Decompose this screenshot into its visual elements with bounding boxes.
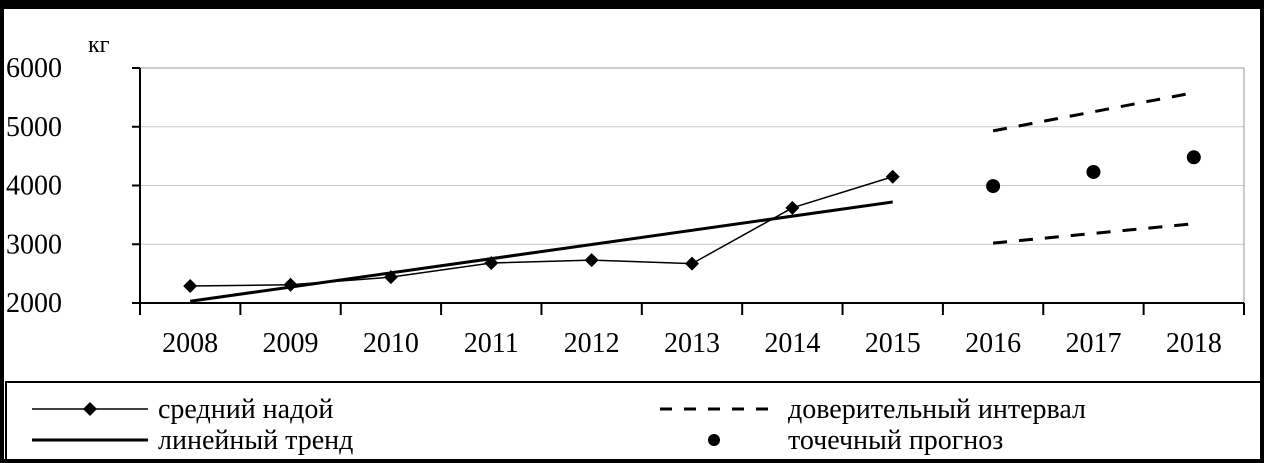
- y-axis-unit-label: кг: [88, 32, 110, 58]
- x-tick-label-2014: 2014: [764, 328, 820, 359]
- data-point-average-yield-2014: [785, 200, 800, 215]
- x-tick-label-2010: 2010: [363, 328, 419, 359]
- y-tick-label-6000: 6000: [6, 53, 62, 84]
- legend-marker-forecast: [708, 434, 720, 446]
- grid: [140, 67, 1244, 245]
- forecast-point-2018: [1186, 150, 1201, 165]
- x-tick-label-2018: 2018: [1166, 328, 1222, 359]
- confidence-interval-upper: [992, 91, 1195, 133]
- y-tick-label-5000: 5000: [6, 112, 62, 143]
- data-point-average-yield-2009: [283, 277, 298, 292]
- x-tick-label-2015: 2015: [865, 328, 921, 359]
- data-point-average-yield-2013: [685, 256, 699, 271]
- series-line-linear-trend: [189, 200, 893, 303]
- y-tick-label-4000: 4000: [6, 171, 62, 202]
- data-point-average-yield-2008: [183, 278, 198, 293]
- tick-labels: 2000 3000 4000 5000 6000 2008 2009 2010 2011 2012…: [6, 53, 1222, 359]
- legend-label-3: точечный прогноз: [788, 425, 1003, 456]
- forecast-point-2017: [1086, 164, 1101, 179]
- confidence-interval-lower: [992, 222, 1194, 245]
- legend-label-0: средний надой: [158, 394, 333, 425]
- legend-box: [5, 381, 1263, 461]
- x-tick-label-2017: 2017: [1065, 328, 1121, 359]
- x-tick-label-2012: 2012: [564, 328, 620, 359]
- y-tick-label-2000: 2000: [6, 288, 62, 319]
- x-tick-label-2011: 2011: [464, 328, 519, 359]
- x-tick-label-2016: 2016: [965, 328, 1021, 359]
- x-tick-label-2009: 2009: [263, 328, 319, 359]
- data-point-average-yield-2012: [584, 253, 599, 268]
- axes: [132, 67, 1245, 315]
- series-marks: [183, 91, 1201, 303]
- legend-label-1: линейный тренд: [158, 425, 353, 456]
- series-line-average-yield: [190, 175, 893, 287]
- legend-marker-average-yield: [83, 402, 97, 416]
- legend-label-2: доверительный интервал: [788, 394, 1086, 425]
- forecast-point-2016: [986, 179, 1001, 194]
- y-tick-label-3000: 3000: [6, 229, 62, 260]
- x-tick-label-2013: 2013: [664, 328, 720, 359]
- x-tick-label-2008: 2008: [162, 328, 218, 359]
- data-point-average-yield-2015: [885, 169, 900, 184]
